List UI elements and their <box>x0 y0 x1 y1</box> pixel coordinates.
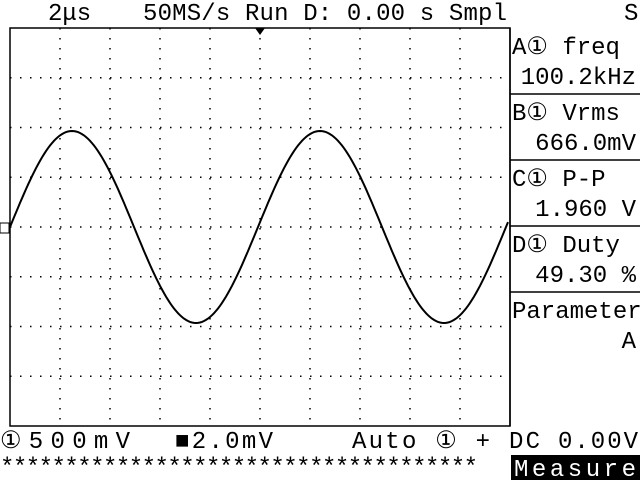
measure-label: B① Vrms <box>512 101 620 128</box>
measure-label: C① P-P <box>512 167 606 194</box>
timebase: 2μs <box>48 1 91 28</box>
ch1-marker <box>0 222 10 234</box>
measure-value: 100.2kHz <box>521 65 636 92</box>
mode: S <box>624 1 638 28</box>
grid <box>10 28 510 426</box>
menu-label[interactable]: Measure <box>514 457 636 480</box>
measure-value: 49.30 % <box>535 263 636 290</box>
trigger-info: Auto ① + DC <box>352 429 540 456</box>
acq-status: 50MS/s Run D: 0.00 s Smpl <box>143 1 507 28</box>
waveform <box>9 129 509 325</box>
status-stars: ************************************* <box>0 455 478 480</box>
trigger-level: 0.00V <box>558 429 639 456</box>
measure-label: D① Duty <box>512 233 620 260</box>
menu-button[interactable] <box>511 455 640 480</box>
measure-label: Parameter <box>512 299 640 326</box>
measure-value: 1.960 V <box>535 197 636 224</box>
trigger-marker <box>255 28 265 35</box>
measure-value: A <box>622 329 637 356</box>
measure-label: A① freq <box>512 35 620 62</box>
measure-value: 666.0mV <box>535 131 636 158</box>
measure-panel: A① freq 100.2kHz B① Vrms 666.0mV C① P-P 1.960… <box>510 35 640 356</box>
